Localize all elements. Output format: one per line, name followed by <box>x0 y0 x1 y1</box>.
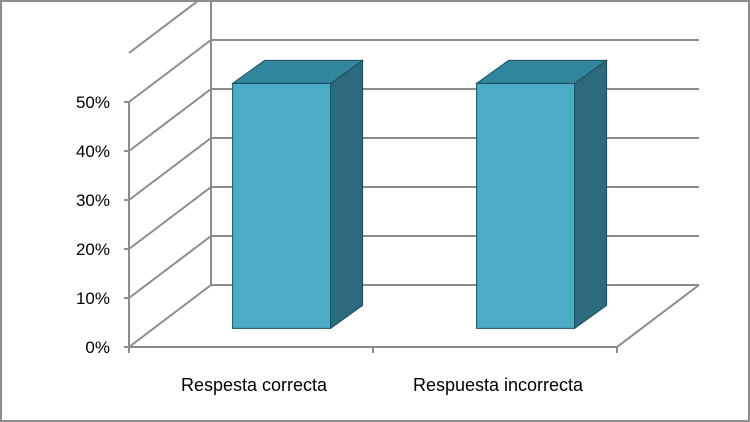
y-tick-label: 50% <box>76 93 110 112</box>
gridline-side <box>128 88 212 152</box>
bar-side-face <box>574 59 608 330</box>
y-tick-label: 10% <box>76 289 110 308</box>
y-tick-label: 30% <box>76 191 110 210</box>
y-tick-label: 0% <box>85 338 110 357</box>
category-label: Respuesta incorrecta <box>413 375 584 395</box>
floor-right-edge <box>616 284 700 348</box>
bar-side-face <box>330 59 364 330</box>
gridline-side <box>128 2 199 54</box>
bar-2 <box>475 59 609 330</box>
y-tick-label: 40% <box>76 142 110 161</box>
gridline-side <box>128 235 212 299</box>
bar-front-face <box>232 82 332 329</box>
gridline-side <box>128 39 212 103</box>
gridline-side <box>128 137 212 201</box>
category-label: Respesta correcta <box>181 375 328 395</box>
bars <box>231 59 609 330</box>
category-labels: Respesta correcta Respuesta incorrecta <box>181 375 584 395</box>
gridline-side <box>128 186 212 250</box>
bar-top-face <box>231 59 365 84</box>
bar-1 <box>231 59 365 330</box>
bar-front-face <box>476 82 576 329</box>
floor-side-edge <box>128 284 212 348</box>
gridlines <box>128 2 699 348</box>
axes <box>124 2 700 353</box>
y-tick-label: 20% <box>76 240 110 259</box>
bar-top-face <box>475 59 609 84</box>
y-tick-labels: 0% 10% 20% 30% 40% 50% <box>76 93 110 357</box>
